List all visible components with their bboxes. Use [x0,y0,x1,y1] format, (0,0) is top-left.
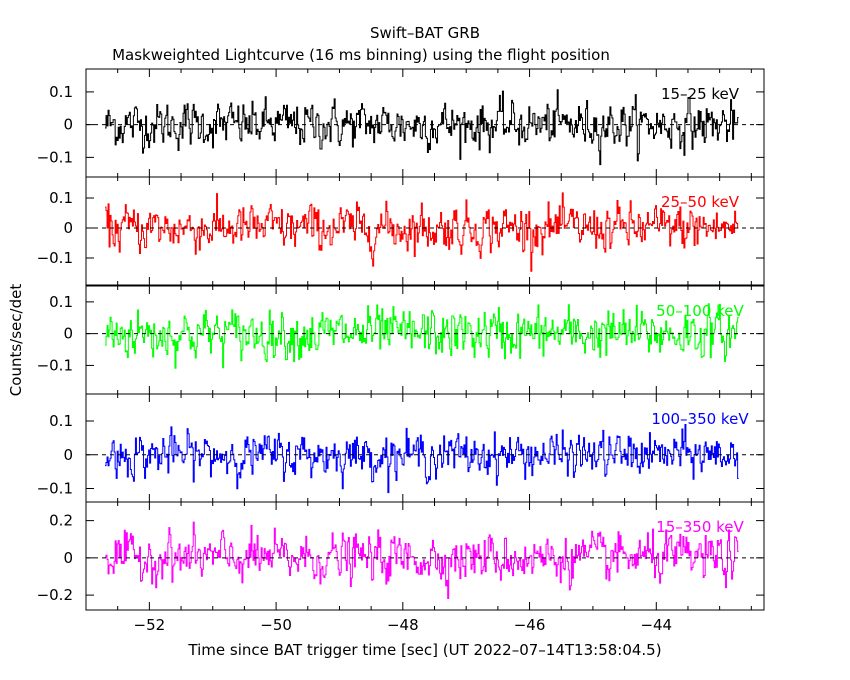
panel-1: 15–25 keV 0.1 0 −0.1 [37,68,765,178]
band-label: 100–350 keV [651,410,749,428]
y-tick-label: 0 [63,219,73,237]
y-tick-label: 0.1 [49,412,73,430]
series-line [105,423,739,494]
band-label: 15–25 keV [661,85,740,103]
band-label: 15–350 keV [656,518,744,536]
y-tick-label: −0.1 [37,356,73,374]
series-line [105,192,739,272]
y-tick-label: 0.1 [49,83,73,101]
y-tick-label: −0.1 [37,148,73,166]
chart-title: Swift–BAT GRB [370,24,480,42]
x-axis-label: Time since BAT trigger time [sec] (UT 20… [187,641,661,659]
series-line [105,521,739,600]
y-tick-label: 0 [63,116,73,134]
y-tick-label: 0 [63,325,73,343]
panel-frame [85,176,765,286]
panel-2: 25–50 keV 0.1 0 −0.1 [37,176,765,286]
x-tick-label: −44 [640,616,672,634]
chart-subtitle: Maskweighted Lightcurve (16 ms binning) … [112,46,610,64]
y-tick-label: −0.2 [37,586,73,604]
panel-4: 100–350 keV 0.1 0 −0.1 [37,393,765,503]
y-tick-label: 0 [63,446,73,464]
y-tick-label: 0.1 [49,189,73,207]
series-line [105,89,739,166]
y-tick-label: −0.1 [37,480,73,498]
x-tick-label: −46 [514,616,546,634]
y-tick-label: −0.1 [37,249,73,267]
panel-3: 50–100 keV 0.1 0 −0.1 [37,285,765,395]
panel-frame [85,501,765,611]
y-tick-label: 0.2 [49,512,73,530]
y-tick-label: 0 [63,549,73,567]
band-label: 50–100 keV [656,302,744,320]
x-tick-label: −48 [387,616,419,634]
y-tick-label: 0.1 [49,293,73,311]
band-label: 25–50 keV [661,193,740,211]
y-axis-label: Counts/sec/det [7,284,25,397]
x-tick-label: −52 [134,616,166,634]
panel-5: 15–350 keV 0.2 0 −0.2 [37,501,765,611]
series-line [105,303,739,369]
x-tick-label: −50 [260,616,292,634]
